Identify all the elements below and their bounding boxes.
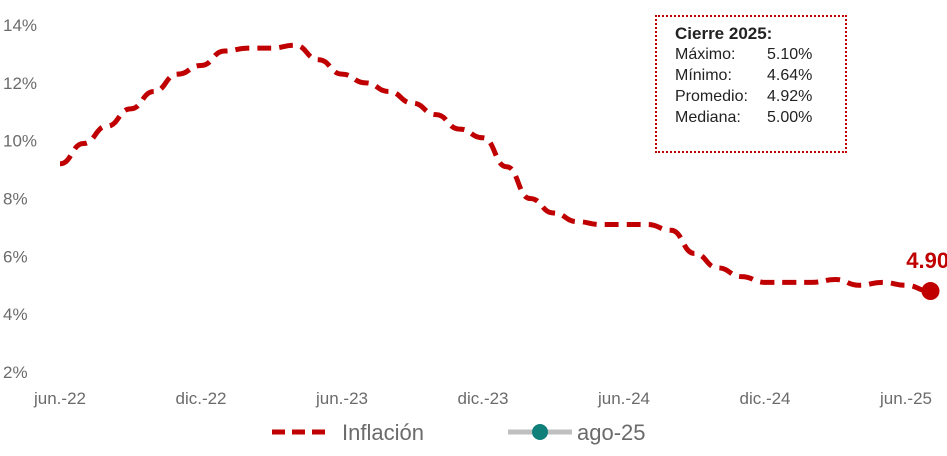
stats-value: 5.00% xyxy=(767,109,813,126)
y-tick-label: 2% xyxy=(3,363,28,382)
y-tick-label: 4% xyxy=(3,305,28,324)
x-tick-label: jun.-22 xyxy=(33,389,86,408)
stats-label: Promedio: xyxy=(675,88,748,105)
y-tick-label: 12% xyxy=(3,74,37,93)
series-layer xyxy=(59,42,940,301)
stats-row-mediana: Mediana: 5.00% xyxy=(675,107,845,128)
y-tick-label: 14% xyxy=(3,16,37,35)
y-tick-label: 8% xyxy=(3,190,28,209)
legend-label-ago25: ago-25 xyxy=(577,420,646,445)
x-tick-label: dic.-23 xyxy=(457,389,508,408)
stats-value: 5.10% xyxy=(767,46,813,63)
stats-label: Máximo: xyxy=(675,46,736,63)
y-tick-label: 10% xyxy=(3,132,37,151)
annotation-inflacion-last: 4.90% xyxy=(906,248,947,273)
stats-row-promedio: Promedio: 4.92% xyxy=(675,86,845,107)
stats-row-minimo: Mínimo: 4.64% xyxy=(675,65,845,86)
stats-box: Cierre 2025: Máximo: 5.10% Mínimo: 4.64% P… xyxy=(655,15,847,153)
legend: Inflación ago-25 xyxy=(272,420,646,445)
stats-box-title: Cierre 2025: xyxy=(675,24,773,43)
x-tick-label: dic.-22 xyxy=(175,389,226,408)
stats-label: Mínimo: xyxy=(675,67,732,84)
x-tick-label: jun.-23 xyxy=(315,389,368,408)
annotation-layer: 4.90%5.00% xyxy=(906,248,947,273)
stats-row-maximo: Máximo: 5.10% xyxy=(675,44,845,65)
stats-label: Mediana: xyxy=(675,109,741,126)
series-line-inflacion xyxy=(59,42,930,294)
x-axis-ticks: jun.-22 dic.-22 jun.-23 dic.-23 jun.-24 dic.-… xyxy=(33,389,932,408)
legend-swatch-marker-ago25 xyxy=(532,424,548,440)
stats-value: 4.64% xyxy=(767,67,813,84)
x-tick-label: jun.-25 xyxy=(879,389,932,408)
y-axis-ticks: 2% 4% 6% 8% 10% 12% 14% xyxy=(3,16,37,382)
y-tick-label: 6% xyxy=(3,247,28,266)
series-endpoint-inflacion xyxy=(921,282,940,301)
x-tick-label: jun.-24 xyxy=(597,389,650,408)
x-tick-label: dic.-24 xyxy=(739,389,790,408)
legend-label-inflacion: Inflación xyxy=(342,420,424,445)
stats-value: 4.92% xyxy=(767,88,813,105)
